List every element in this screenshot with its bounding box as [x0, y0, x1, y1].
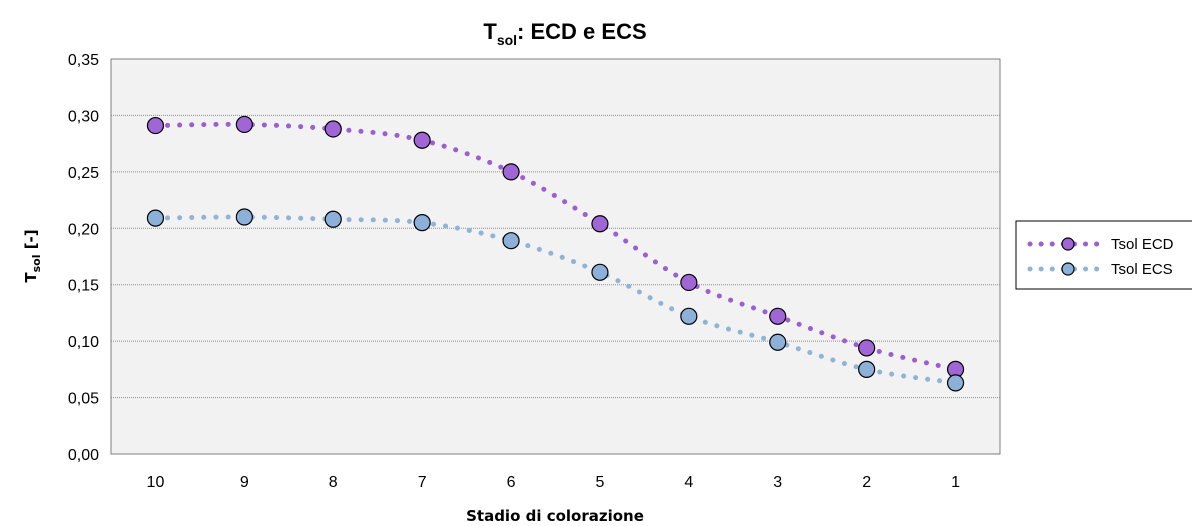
data-point — [769, 307, 787, 325]
data-point — [858, 339, 876, 357]
chart-title: Tsol: ECD e ECS — [483, 19, 646, 48]
y-tick-label: 0,35 — [68, 52, 99, 69]
legend: Tsol ECD Tsol ECS — [1015, 220, 1192, 290]
data-point — [324, 210, 342, 228]
plot-area — [110, 58, 1001, 455]
x-axis-ticks: 10 9 8 7 6 5 4 3 2 1 — [147, 474, 961, 491]
x-tick-label: 3 — [773, 474, 782, 491]
series-lines — [152, 121, 959, 386]
y-axis-ticks: 0,00 0,05 0,10 0,15 0,20 0,25 0,30 0,35 — [68, 52, 99, 464]
data-point — [769, 333, 787, 351]
x-tick-label: 6 — [507, 474, 516, 491]
y-tick-label: 0,25 — [68, 165, 99, 182]
y-tick-label: 0,10 — [68, 334, 99, 351]
data-point — [413, 214, 431, 232]
data-point — [680, 307, 698, 325]
x-axis-label: Stadio di colorazione — [466, 507, 644, 525]
y-tick-label: 0,00 — [68, 447, 99, 464]
y-axis-label: Tsol [-] — [22, 229, 43, 282]
y-tick-label: 0,20 — [68, 221, 99, 238]
data-point — [858, 360, 876, 378]
data-point — [235, 115, 253, 134]
x-tick-label: 4 — [684, 474, 693, 491]
data-point — [146, 116, 165, 135]
data-point — [413, 131, 431, 149]
x-tick-label: 10 — [147, 474, 165, 491]
legend-label: Tsol ECD — [1111, 236, 1174, 253]
legend-box — [1015, 220, 1192, 290]
y-tick-label: 0,15 — [68, 278, 99, 295]
x-tick-label: 9 — [240, 474, 249, 491]
x-tick-label: 8 — [329, 474, 338, 491]
legend-label: Tsol ECS — [1111, 261, 1173, 278]
x-tick-label: 2 — [862, 474, 871, 491]
series-points — [146, 115, 965, 392]
legend-marker — [1061, 237, 1075, 251]
data-point — [502, 163, 520, 181]
y-tick-label: 0,30 — [68, 108, 99, 125]
data-point — [680, 273, 698, 292]
data-point — [324, 120, 342, 138]
data-point — [146, 209, 165, 227]
y-tick-label: 0,05 — [68, 391, 99, 408]
legend-marker — [1061, 262, 1075, 276]
gridlines — [111, 114, 1000, 399]
data-point — [591, 215, 609, 233]
data-point — [591, 263, 609, 281]
data-point — [502, 232, 520, 250]
x-tick-label: 7 — [418, 474, 427, 491]
data-point — [235, 208, 253, 226]
data-point — [946, 374, 965, 392]
series-line-1 — [152, 214, 959, 386]
x-tick-label: 1 — [951, 474, 960, 491]
x-tick-label: 5 — [595, 474, 604, 491]
